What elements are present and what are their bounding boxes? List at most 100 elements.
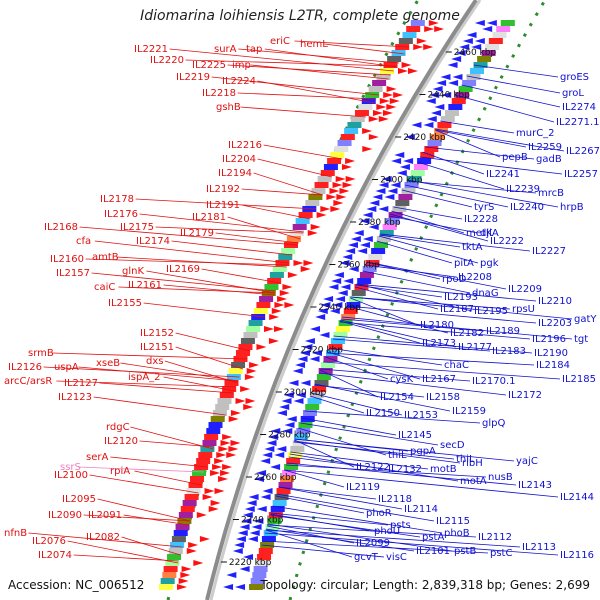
gene-label-left: IL2191 xyxy=(206,200,240,211)
reverse-gene-arrow xyxy=(350,236,361,242)
gene-label-left: IL2169 xyxy=(166,264,200,275)
feature-block-right xyxy=(321,362,336,368)
forward-gene-arrow xyxy=(269,314,280,320)
feature-block-right xyxy=(255,560,270,566)
feature-block-left xyxy=(323,164,338,170)
forward-gene-arrow xyxy=(246,368,257,374)
feature-block-left xyxy=(186,488,201,494)
reverse-gene-arrow xyxy=(394,152,405,158)
reverse-gene-arrow xyxy=(309,356,320,362)
gene-label-right: tyrS xyxy=(474,202,494,213)
reverse-gene-arrow xyxy=(323,296,334,302)
kbp-tick-label: 2420 kbp xyxy=(403,133,446,143)
gene-label-right: IL2122 xyxy=(356,462,390,473)
reverse-gene-arrow xyxy=(366,206,377,212)
reverse-gene-arrow xyxy=(396,170,407,176)
gene-label-right: gatY xyxy=(574,314,597,325)
gene-label-right: hrpB xyxy=(560,202,584,213)
gene-label-right: IL2182 xyxy=(450,328,484,339)
reverse-gene-arrow xyxy=(357,248,368,254)
gene-label-right: phoR xyxy=(366,508,392,519)
feature-block-left xyxy=(259,296,274,302)
gene-label-right: IL2101 xyxy=(416,546,450,557)
feature-block-left xyxy=(410,20,425,26)
gene-label-right: IL2173 xyxy=(422,338,456,349)
gene-label-right: IL2153 xyxy=(404,410,438,421)
feature-block-right xyxy=(305,404,320,410)
gene-label-right: psts xyxy=(390,520,411,531)
feature-block-right xyxy=(294,434,309,440)
feature-block-left xyxy=(337,140,352,146)
reverse-gene-arrow xyxy=(283,392,294,398)
reverse-gene-arrow xyxy=(372,194,383,200)
genome-backbone xyxy=(205,0,478,600)
gene-label-right: IL2203 xyxy=(538,318,572,329)
reverse-gene-arrow xyxy=(304,338,315,344)
feature-block-left xyxy=(376,74,391,80)
feature-block-left xyxy=(198,452,213,458)
forward-gene-arrow xyxy=(222,464,233,470)
gene-label-left: caiC xyxy=(94,282,115,293)
forward-gene-arrow xyxy=(383,92,394,98)
feature-block-right xyxy=(316,374,331,380)
gene-label-left: IL2181 xyxy=(192,212,226,223)
feature-block-right xyxy=(477,56,492,62)
forward-gene-arrow xyxy=(210,470,221,476)
gene-label-left: gshB xyxy=(216,102,241,113)
feature-block-left xyxy=(264,284,279,290)
reverse-gene-arrow xyxy=(425,98,436,104)
gene-label-right: IL2114 xyxy=(404,504,438,515)
feature-block-right xyxy=(440,116,455,122)
forward-gene-arrow xyxy=(345,176,356,182)
forward-gene-arrow xyxy=(277,296,288,302)
reverse-gene-arrow xyxy=(359,242,370,248)
feature-block-right xyxy=(451,98,466,104)
feature-block-left xyxy=(160,578,175,584)
forward-gene-arrow xyxy=(230,440,241,446)
feature-block-right xyxy=(328,344,343,350)
gene-label-right: IL2209 xyxy=(508,284,542,295)
feature-block-right xyxy=(330,338,345,344)
reverse-gene-arrow xyxy=(295,362,306,368)
gene-label-right: motB xyxy=(430,464,457,475)
feature-block-left xyxy=(163,566,178,572)
forward-gene-arrow xyxy=(413,44,424,50)
gene-label-left: IL2161 xyxy=(128,280,162,291)
gene-label-right: pepB xyxy=(502,152,528,163)
gene-label-right: murC_2 xyxy=(516,128,555,139)
gene-label-left: dxs xyxy=(146,356,163,367)
reverse-gene-arrow xyxy=(404,134,415,140)
reverse-gene-arrow xyxy=(254,476,265,482)
reverse-gene-arrow xyxy=(474,20,485,26)
reverse-gene-arrow xyxy=(368,224,379,230)
feature-block-right xyxy=(336,326,351,332)
reverse-gene-arrow xyxy=(482,26,493,32)
feature-block-right xyxy=(284,464,299,470)
reverse-gene-arrow xyxy=(268,434,279,440)
gene-label-right: IL2143 xyxy=(518,480,552,491)
feature-block-right xyxy=(286,458,301,464)
forward-gene-arrow xyxy=(326,194,337,200)
reverse-gene-arrow xyxy=(335,296,346,302)
gene-label-left: tap xyxy=(246,44,262,55)
reverse-gene-arrow xyxy=(411,122,422,128)
feature-block-left xyxy=(180,506,195,512)
feature-block-right xyxy=(349,296,364,302)
feature-block-left xyxy=(167,554,182,560)
gene-label-left: IL2157 xyxy=(56,268,90,279)
feature-block-right xyxy=(351,290,366,296)
feature-block-left xyxy=(320,170,335,176)
feature-block-right xyxy=(417,158,432,164)
feature-block-left xyxy=(178,512,193,518)
reverse-gene-arrow xyxy=(281,398,292,404)
feature-block-left xyxy=(267,278,282,284)
feature-block-left xyxy=(231,362,246,368)
feature-block-right xyxy=(296,428,311,434)
forward-gene-arrow xyxy=(342,182,353,188)
feature-block-left xyxy=(188,482,203,488)
reverse-gene-arrow xyxy=(474,38,485,44)
feature-block-left xyxy=(383,62,398,68)
forward-gene-arrow xyxy=(424,26,435,32)
forward-gene-arrow xyxy=(230,410,241,416)
feature-block-right xyxy=(376,236,391,242)
